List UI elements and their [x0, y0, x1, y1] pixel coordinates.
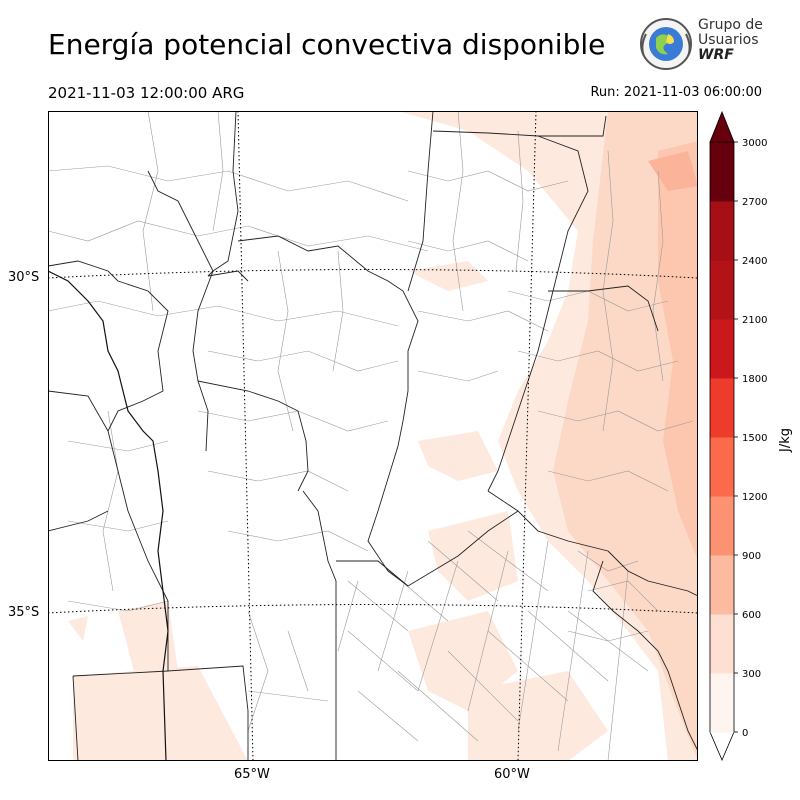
colorbar-swatch: [710, 614, 734, 674]
colorbar-swatch: [710, 496, 734, 556]
colorbar-tick-label: 0: [742, 728, 748, 739]
colorbar-tick-label: 2400: [742, 256, 767, 267]
colorbar-tick-label: 2700: [742, 197, 767, 208]
colorbar-swatch: [710, 260, 734, 320]
department-boundaries: [48, 111, 694, 761]
colorbar-swatch: [710, 142, 734, 202]
colorbar-ticks: 0 300 600 900 1200 1500 1800 2100 2400 2700 3000: [734, 138, 767, 739]
colorbar-extend-min: [709, 731, 735, 762]
colorbar-swatch: [710, 378, 734, 438]
colorbar-tick-label: 1800: [742, 374, 767, 385]
colorbar-tick-label: 1200: [742, 492, 767, 503]
logo-line3: WRF: [698, 47, 734, 63]
wrf-group-logo: Grupo de Usuarios WRF: [638, 16, 768, 74]
logo-line1: Grupo de: [698, 17, 763, 33]
colorbar-tick-label: 900: [742, 551, 761, 562]
colorbar-swatch: [710, 319, 734, 379]
country-border: [48, 270, 169, 761]
lon-label-65w: 65°W: [234, 767, 270, 782]
map-frame: [48, 111, 698, 761]
lat-label-35s: 35°S: [8, 605, 40, 620]
cape-map: [48, 111, 698, 761]
colorbar-extend-max: [709, 110, 735, 143]
colorbar-tick-label: 2100: [742, 315, 767, 326]
colorbar: 0 300 600 900 1200 1500 1800 2100 2400 2700 3000 J…: [709, 110, 793, 762]
colorbar-tick-label: 600: [742, 610, 761, 621]
lon-label-60w: 60°W: [494, 767, 530, 782]
valid-time: 2021-11-03 12:00:00 ARG: [48, 84, 245, 102]
lat-label-30s: 30°S: [8, 270, 40, 285]
colorbar-swatch: [710, 555, 734, 615]
run-time: Run: 2021-11-03 06:00:00: [590, 85, 762, 100]
colorbar-label: J/kg: [778, 428, 793, 453]
logo-line2: Usuarios: [698, 32, 759, 48]
colorbar-tick-label: 300: [742, 669, 761, 680]
colorbar-swatch: [710, 201, 734, 261]
cape-shading: [68, 111, 698, 761]
map-title: Energía potencial convectiva disponible: [48, 28, 606, 61]
colorbar-tick-label: 3000: [742, 138, 767, 149]
colorbar-swatches: [709, 110, 735, 762]
colorbar-tick-label: 1500: [742, 433, 767, 444]
colorbar-swatch: [710, 673, 734, 733]
globe-seal-icon: [640, 18, 692, 70]
colorbar-swatch: [710, 437, 734, 497]
province-boundaries: [48, 111, 698, 761]
graticule: [48, 111, 698, 761]
